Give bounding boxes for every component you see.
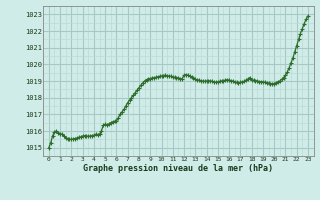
- X-axis label: Graphe pression niveau de la mer (hPa): Graphe pression niveau de la mer (hPa): [84, 164, 273, 173]
